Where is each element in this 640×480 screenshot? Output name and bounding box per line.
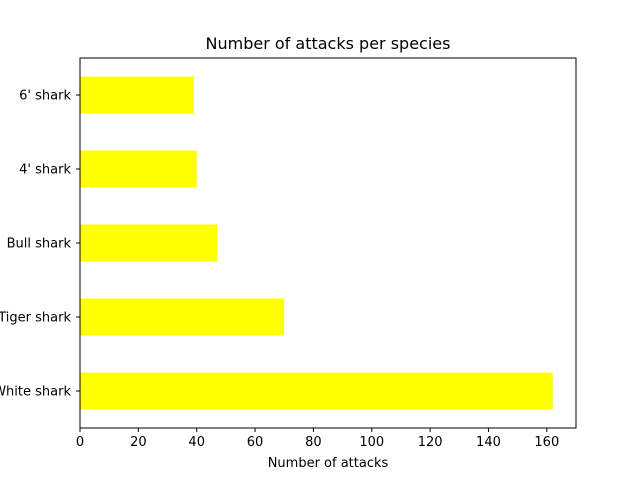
bar	[80, 150, 197, 188]
bars-group	[80, 76, 553, 410]
y-tick-label: 4' shark	[19, 163, 71, 178]
bar	[80, 76, 194, 114]
x-tick-label: 140	[476, 435, 501, 450]
x-axis-label: Number of attacks	[268, 456, 389, 471]
x-tick-label: 160	[534, 435, 559, 450]
x-tick-label: 60	[247, 435, 264, 450]
x-tick-label: 120	[418, 435, 443, 450]
bar	[80, 224, 218, 262]
y-tick-label: 6' shark	[19, 89, 71, 104]
x-tick-label: 40	[188, 435, 205, 450]
y-tick-label: Tiger shark	[0, 311, 71, 326]
bar	[80, 298, 285, 336]
chart-title: Number of attacks per species	[206, 34, 451, 53]
x-tick-label: 100	[359, 435, 384, 450]
x-tick-label: 0	[76, 435, 84, 450]
x-tick-label: 20	[130, 435, 147, 450]
y-tick-label: White shark	[0, 385, 71, 400]
bar	[80, 372, 553, 410]
y-axis-ticks: White shark Tiger shark Bull shark 4' shark…	[0, 89, 80, 400]
y-tick-label: Bull shark	[7, 237, 72, 252]
x-tick-label: 80	[305, 435, 322, 450]
x-axis-ticks: 0 20 40 60 80 100 120 140 160	[76, 428, 559, 450]
